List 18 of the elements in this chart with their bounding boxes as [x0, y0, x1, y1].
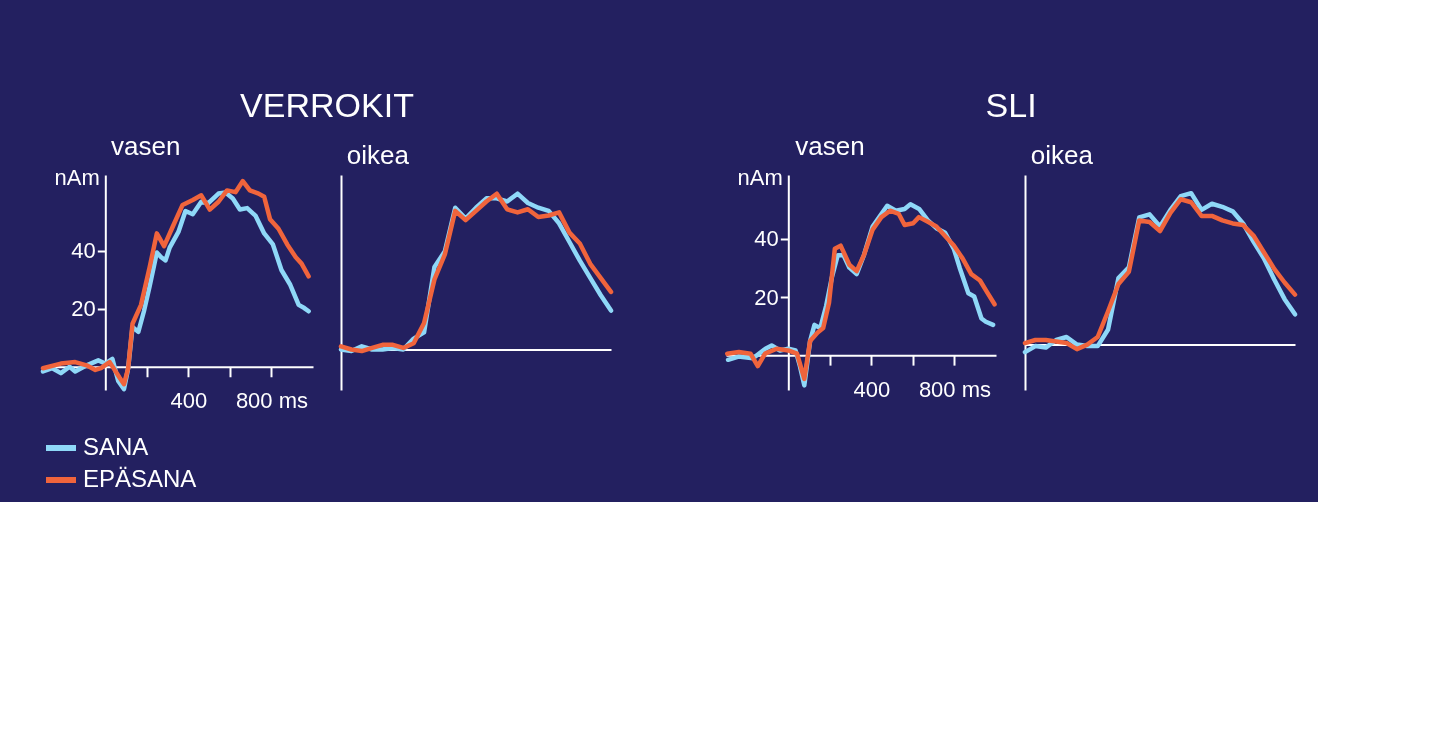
- x-tick-label: 400: [170, 388, 208, 414]
- x-tick-label: 400: [853, 376, 891, 402]
- y-tick-label: 20: [754, 284, 779, 310]
- chart-subtitle: oikea: [1030, 140, 1094, 170]
- legend-label: EPÄSANA: [83, 465, 197, 492]
- y-tick-label: 40: [754, 226, 779, 252]
- y-axis-title: nAm: [737, 164, 783, 190]
- y-tick-label: 20: [71, 296, 96, 322]
- y-tick-label: 40: [71, 238, 96, 264]
- x-tick-label: 800 ms: [235, 388, 309, 414]
- x-tick-label: 800 ms: [918, 376, 992, 402]
- chart-subtitle: vasen: [111, 131, 181, 161]
- chart-subtitle: oikea: [346, 140, 410, 170]
- chart-title: SLI: [985, 86, 1037, 124]
- chart-subtitle: vasen: [795, 131, 865, 161]
- y-axis-title: nAm: [54, 164, 100, 190]
- legend-label: SANA: [83, 433, 149, 460]
- chart-title: VERROKIT: [240, 86, 414, 124]
